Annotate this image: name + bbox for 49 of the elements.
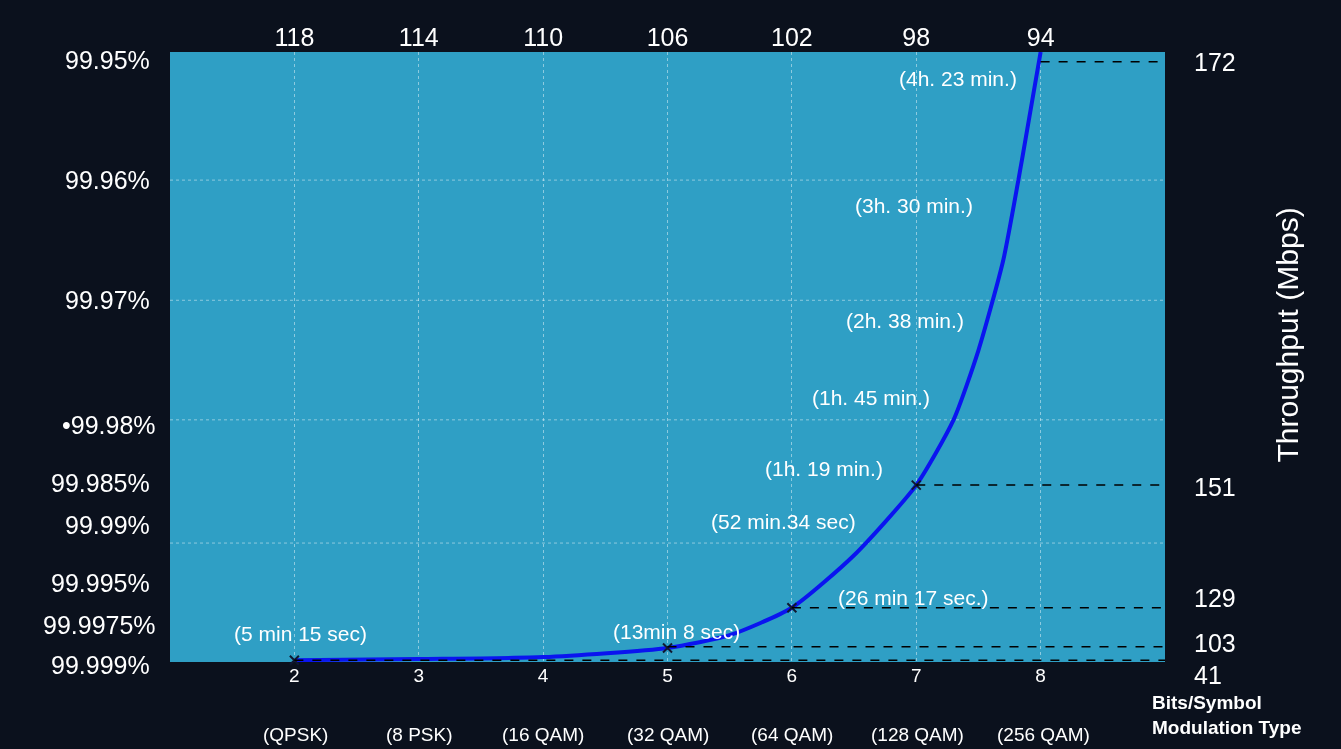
text: 99.9975%	[43, 611, 156, 639]
point	[910, 479, 922, 491]
annotation: (5 min 15 sec)	[234, 622, 368, 645]
text: 99.999%	[51, 651, 150, 679]
x-axis-title: Bits/Symbol Modulation Type	[1152, 692, 1302, 738]
text: 99.96%	[65, 166, 150, 194]
x2-tick-label: 118	[274, 23, 315, 51]
x-tick-label: 7	[910, 665, 922, 686]
text: 41	[1194, 661, 1222, 689]
text: (32 QAM)	[627, 724, 710, 745]
text: •99.98%	[62, 411, 156, 439]
point	[288, 654, 300, 666]
text: 99.985%	[51, 469, 150, 497]
x2-tick-label: 98	[902, 23, 931, 51]
x-tick-label: 2	[289, 665, 300, 686]
text: (128 QAM)	[871, 724, 964, 745]
annotation: (1h. 19 min.)	[765, 457, 883, 480]
x-tick-label: 5	[662, 665, 673, 686]
y2-axis-title: Throughput (Mbps)	[1270, 207, 1304, 463]
text: 99.97%	[65, 286, 150, 314]
x-tick-label: 4	[537, 665, 549, 686]
text: 151	[1194, 473, 1236, 501]
text: 129	[1194, 584, 1236, 612]
annotation: (1h. 45 min.)	[812, 386, 930, 409]
x2-tick-label: 114	[398, 23, 439, 51]
text: (QPSK)	[263, 724, 329, 745]
x-tick-label: 3	[413, 665, 425, 686]
text: 99.99%	[65, 511, 150, 539]
point	[786, 602, 798, 614]
annotation: (4h. 23 min.)	[899, 67, 1017, 90]
x-tick-label: 8	[1035, 665, 1046, 686]
text: (64 QAM)	[751, 724, 834, 745]
text: 99.995%	[51, 569, 150, 597]
text: 103	[1194, 629, 1236, 657]
annotation: (2h. 38 min.)	[846, 309, 964, 332]
x-tick-label: 6	[786, 665, 798, 686]
x2-tick-label: 110	[523, 23, 564, 51]
annotation: (3h. 30 min.)	[855, 194, 973, 217]
text: (8 PSK)	[386, 724, 453, 745]
text: 99.95%	[65, 46, 150, 74]
x2-tick-label: 106	[646, 23, 689, 51]
point	[662, 642, 673, 654]
x2-tick-label: 102	[771, 23, 813, 51]
x2-tick-label: 94	[1026, 23, 1055, 51]
text: (16 QAM)	[502, 724, 585, 745]
annotation: (52 min.34 sec)	[711, 510, 856, 533]
text: (256 QAM)	[997, 724, 1090, 745]
annotation: (26 min 17 sec.)	[838, 586, 989, 609]
text: 172	[1194, 48, 1236, 76]
